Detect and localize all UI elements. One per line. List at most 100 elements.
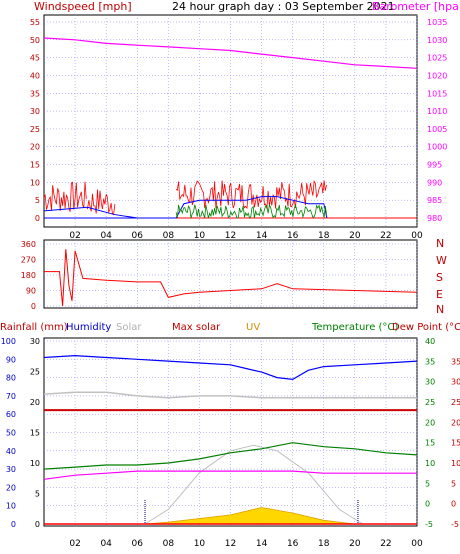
legend-dew-point: Dew Point (°C) xyxy=(392,322,460,333)
barometer-right-tick: 1015 xyxy=(427,89,447,98)
x-tick-label-top: 22 xyxy=(380,231,391,241)
barometer-right-tick: 995 xyxy=(427,161,442,170)
wind-left-tick: 50 xyxy=(30,36,40,45)
x-tick-label-bottom: 08 xyxy=(163,539,175,549)
x-tick-label-bottom: 12 xyxy=(225,539,236,549)
barometer-right-tick: 990 xyxy=(427,178,442,187)
direction-left-tick: 0 xyxy=(31,302,36,311)
dew-point-tick: 25 xyxy=(451,398,460,407)
humidity-tick: 70 xyxy=(6,392,16,401)
wind-gust-line xyxy=(87,189,116,216)
direction-left-tick: 360 xyxy=(21,240,36,249)
humidity-tick: 10 xyxy=(6,502,16,511)
barometer-right-tick: 1025 xyxy=(427,54,447,63)
humidity-line xyxy=(43,354,418,381)
x-tick-label-bottom: 20 xyxy=(349,539,361,549)
temperature-tick: 25 xyxy=(425,398,435,407)
wind-gust-line xyxy=(175,179,327,210)
humidity-tick: 40 xyxy=(6,447,16,456)
chart-series xyxy=(43,37,418,525)
temperature-tick: 10 xyxy=(425,459,435,468)
temperature-tick: -5 xyxy=(425,520,433,529)
solar-line xyxy=(43,391,417,399)
temperature-tick: 15 xyxy=(425,439,435,448)
temperature-tick: 5 xyxy=(425,479,430,488)
x-tick-label-bottom: 06 xyxy=(132,539,144,549)
rainfall-tick: 30 xyxy=(30,337,40,346)
barometer-line xyxy=(43,37,418,69)
wind-left-tick: 35 xyxy=(30,89,40,98)
x-tick-label-top: 08 xyxy=(163,231,175,241)
wind-left-tick: 5 xyxy=(35,196,40,205)
humidity-tick: 30 xyxy=(6,465,16,474)
dew-point-tick: 30 xyxy=(451,378,460,387)
x-tick-label-top: 16 xyxy=(287,231,299,241)
legend-uv: UV xyxy=(246,322,260,333)
wind-left-tick: 15 xyxy=(30,161,40,170)
humidity-tick: 0 xyxy=(11,520,16,529)
legend-temperature: Temperature (°C) xyxy=(311,322,398,333)
x-tick-label-bottom: 02 xyxy=(69,539,80,549)
dew-point-tick: 0 xyxy=(451,500,456,509)
axis-ticks: 0202040406060808101012121414161618182020… xyxy=(1,18,460,549)
temperature-tick: 40 xyxy=(425,337,435,346)
x-tick-label-top: 04 xyxy=(100,231,112,241)
wind-gust-line xyxy=(43,181,87,212)
x-tick-label-top: 02 xyxy=(69,231,80,241)
graph-title: 24 hour graph day : 03 September 2021 xyxy=(172,0,395,13)
x-tick-label-top: 10 xyxy=(194,231,206,241)
wind-left-tick: 55 xyxy=(30,18,40,27)
temperature-tick: 35 xyxy=(425,357,435,366)
uv-area xyxy=(144,507,355,525)
dew-point-tick: 20 xyxy=(451,418,460,427)
barometer-right-tick: 1020 xyxy=(427,71,447,80)
x-tick-label-bottom: 22 xyxy=(380,539,391,549)
humidity-tick: 90 xyxy=(6,355,16,364)
x-tick-label-top: 00 xyxy=(411,231,423,241)
rainfall-tick: 25 xyxy=(30,368,40,377)
barometer-right-tick: 1005 xyxy=(427,125,447,134)
wind-avg-line xyxy=(43,206,138,219)
humidity-tick: 100 xyxy=(1,337,16,346)
windspeed-axis-label: Windspeed [mph] xyxy=(34,0,132,13)
legend-rainfall: Rainfall (mm) xyxy=(0,322,68,333)
dew-point-tick: -5 xyxy=(451,520,459,529)
rainfall-tick: 0 xyxy=(35,520,40,529)
legend-solar: Solar xyxy=(116,322,142,333)
rainfall-tick: 10 xyxy=(30,459,40,468)
x-tick-label-top: 12 xyxy=(225,231,236,241)
wind-green-line xyxy=(175,203,327,219)
dew-point-line xyxy=(43,470,417,480)
direction-line xyxy=(44,249,418,307)
humidity-tick: 20 xyxy=(6,483,16,492)
wind-left-tick: 25 xyxy=(30,125,40,134)
wind-left-tick: 0 xyxy=(35,214,40,223)
temperature-line xyxy=(43,442,418,470)
max-solar-line xyxy=(144,444,363,525)
wind-left-tick: 45 xyxy=(30,54,40,63)
temperature-tick: 30 xyxy=(425,378,435,387)
dew-point-tick: 10 xyxy=(451,459,460,468)
dew-point-tick: 5 xyxy=(451,479,456,488)
barometer-right-tick: 1035 xyxy=(427,18,447,27)
compass-label-s: S xyxy=(436,271,443,284)
legend-humidity: Humidity xyxy=(66,322,111,333)
rainfall-tick: 5 xyxy=(35,490,40,499)
barometer-right-tick: 980 xyxy=(427,214,442,223)
dew-point-tick: 15 xyxy=(451,439,460,448)
wind-left-tick: 20 xyxy=(30,143,40,152)
direction-left-tick: 270 xyxy=(21,256,36,265)
wind-left-tick: 30 xyxy=(30,107,40,116)
wind-left-tick: 40 xyxy=(30,71,40,80)
direction-left-tick: 180 xyxy=(21,271,36,280)
temperature-tick: 0 xyxy=(425,500,430,509)
x-tick-label-top: 14 xyxy=(256,231,268,241)
x-tick-label-bottom: 18 xyxy=(318,539,330,549)
wind-left-tick: 10 xyxy=(30,178,40,187)
x-tick-label-top: 06 xyxy=(132,231,144,241)
x-tick-label-top: 18 xyxy=(318,231,330,241)
dew-point-tick: 35 xyxy=(451,357,460,366)
humidity-tick: 80 xyxy=(6,374,16,383)
compass-label-e: E xyxy=(436,288,443,301)
